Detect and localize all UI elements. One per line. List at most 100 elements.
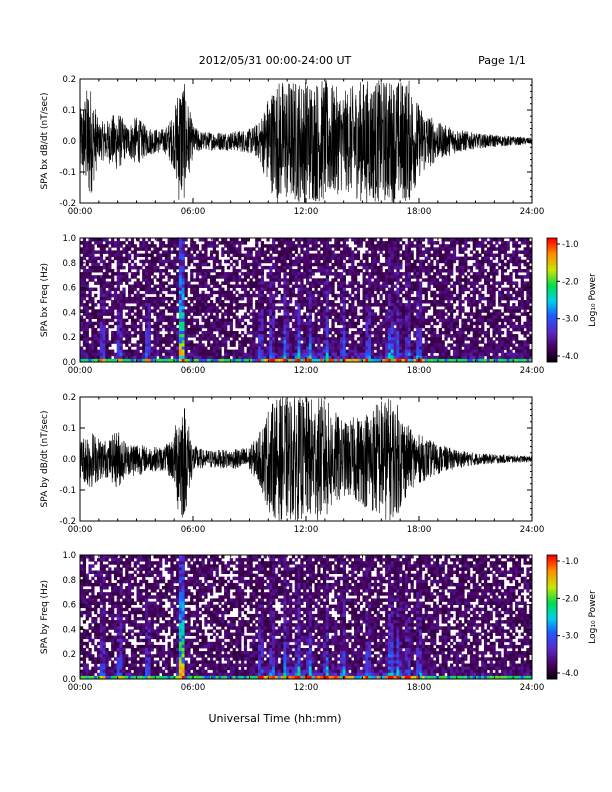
heatmap-cell — [345, 290, 349, 295]
heatmap-cell — [424, 318, 428, 323]
heatmap-cell — [376, 244, 380, 248]
heatmap-cell — [257, 284, 262, 288]
heatmap-cell — [246, 256, 250, 261]
heatmap-cell — [435, 250, 440, 254]
heatmap-cell — [306, 331, 310, 335]
heatmap-cell — [512, 337, 516, 341]
heatmap-cell — [159, 296, 163, 301]
heatmap-cell — [193, 306, 197, 310]
heatmap-cell — [130, 327, 135, 332]
heatmap-cell — [94, 259, 98, 264]
heatmap-cell — [421, 306, 426, 310]
heatmap-cell — [116, 358, 120, 363]
heatmap-cell — [509, 281, 513, 285]
heatmap-cell — [173, 349, 177, 354]
heatmap-cell — [379, 309, 383, 313]
heatmap-cell — [441, 355, 445, 360]
heatmap-cell — [334, 309, 338, 313]
heatmap-cell — [102, 327, 106, 332]
heatmap-cell — [144, 337, 149, 341]
heatmap-cell — [283, 272, 287, 276]
heatmap-cell — [472, 346, 476, 350]
heatmap-cell — [102, 275, 106, 279]
heatmap-cell — [224, 327, 228, 332]
heatmap-cell — [232, 278, 236, 282]
heatmap-cell — [130, 275, 135, 279]
heatmap-cell — [147, 321, 152, 326]
heatmap-cell — [207, 315, 211, 319]
heatmap-cell — [113, 315, 118, 319]
heatmap-cell — [506, 343, 510, 347]
heatmap-cell — [320, 287, 324, 292]
heatmap-cell — [159, 247, 163, 251]
heatmap-cell — [478, 296, 482, 301]
heatmap-cell — [260, 303, 265, 307]
heatmap-cell — [311, 244, 315, 248]
heatmap-cell — [122, 287, 126, 292]
heatmap-cell — [416, 327, 420, 332]
heatmap-cell — [430, 315, 434, 319]
heatmap-cell — [376, 241, 380, 245]
heatmap-cell — [368, 303, 372, 307]
heatmap-cell — [277, 281, 281, 285]
heatmap-cell — [512, 346, 516, 350]
heatmap-cell — [458, 349, 462, 354]
heatmap-cell — [365, 331, 369, 335]
heatmap-cell — [472, 293, 476, 298]
heatmap-cell — [246, 358, 250, 363]
heatmap-cell — [441, 309, 445, 313]
heatmap-cell — [308, 309, 313, 313]
heatmap-cell — [184, 281, 188, 285]
heatmap-cell — [345, 321, 349, 326]
heatmap-cell — [283, 349, 287, 354]
heatmap-cell — [317, 278, 321, 282]
heatmap-cell — [500, 272, 505, 276]
heatmap-cell — [215, 253, 219, 257]
heatmap-cell — [181, 278, 185, 282]
heatmap-cell — [277, 259, 281, 264]
heatmap-cell — [260, 265, 265, 270]
heatmap-cell — [80, 281, 84, 285]
heatmap-cell — [339, 278, 344, 282]
heatmap-cell — [308, 318, 313, 323]
heatmap-cell — [461, 250, 465, 254]
heatmap-cell — [119, 358, 123, 363]
heatmap-cell — [430, 352, 434, 357]
heatmap-cell — [283, 281, 287, 285]
heatmap-cell — [402, 331, 406, 335]
heatmap-cell — [506, 296, 510, 301]
heatmap-cell — [164, 352, 168, 357]
heatmap-cell — [221, 238, 225, 242]
heatmap-cell — [193, 247, 197, 251]
heatmap-cell — [467, 343, 471, 347]
heatmap-cell — [455, 358, 459, 363]
heatmap-cell — [458, 259, 462, 264]
heatmap-cell — [294, 340, 298, 344]
heatmap-cell — [257, 253, 262, 257]
heatmap-cell — [492, 253, 496, 257]
heatmap-cell — [339, 250, 344, 254]
heatmap-cell — [252, 343, 256, 347]
heatmap-cell — [269, 327, 273, 332]
heatmap-cell — [274, 340, 279, 344]
heatmap-cell — [116, 312, 120, 316]
heatmap-cell — [156, 253, 160, 257]
heatmap-cell — [334, 241, 338, 245]
heatmap-cell — [274, 272, 279, 276]
heatmap-cell — [404, 331, 409, 335]
heatmap-cell — [274, 287, 279, 292]
heatmap-cell — [308, 327, 313, 332]
heatmap-cell — [303, 296, 307, 301]
heatmap-cell — [215, 256, 219, 261]
heatmap-cell — [184, 346, 188, 350]
heatmap-cell — [176, 265, 180, 270]
heatmap-cell — [483, 253, 488, 257]
heatmap-cell — [379, 262, 383, 267]
heatmap-cell — [280, 321, 284, 326]
heatmap-cell — [512, 259, 516, 264]
heatmap-cell — [300, 303, 304, 307]
heatmap-cell — [325, 349, 329, 354]
heatmap-cell — [218, 318, 222, 323]
heatmap-cell — [393, 303, 397, 307]
heatmap-cell — [215, 318, 219, 323]
